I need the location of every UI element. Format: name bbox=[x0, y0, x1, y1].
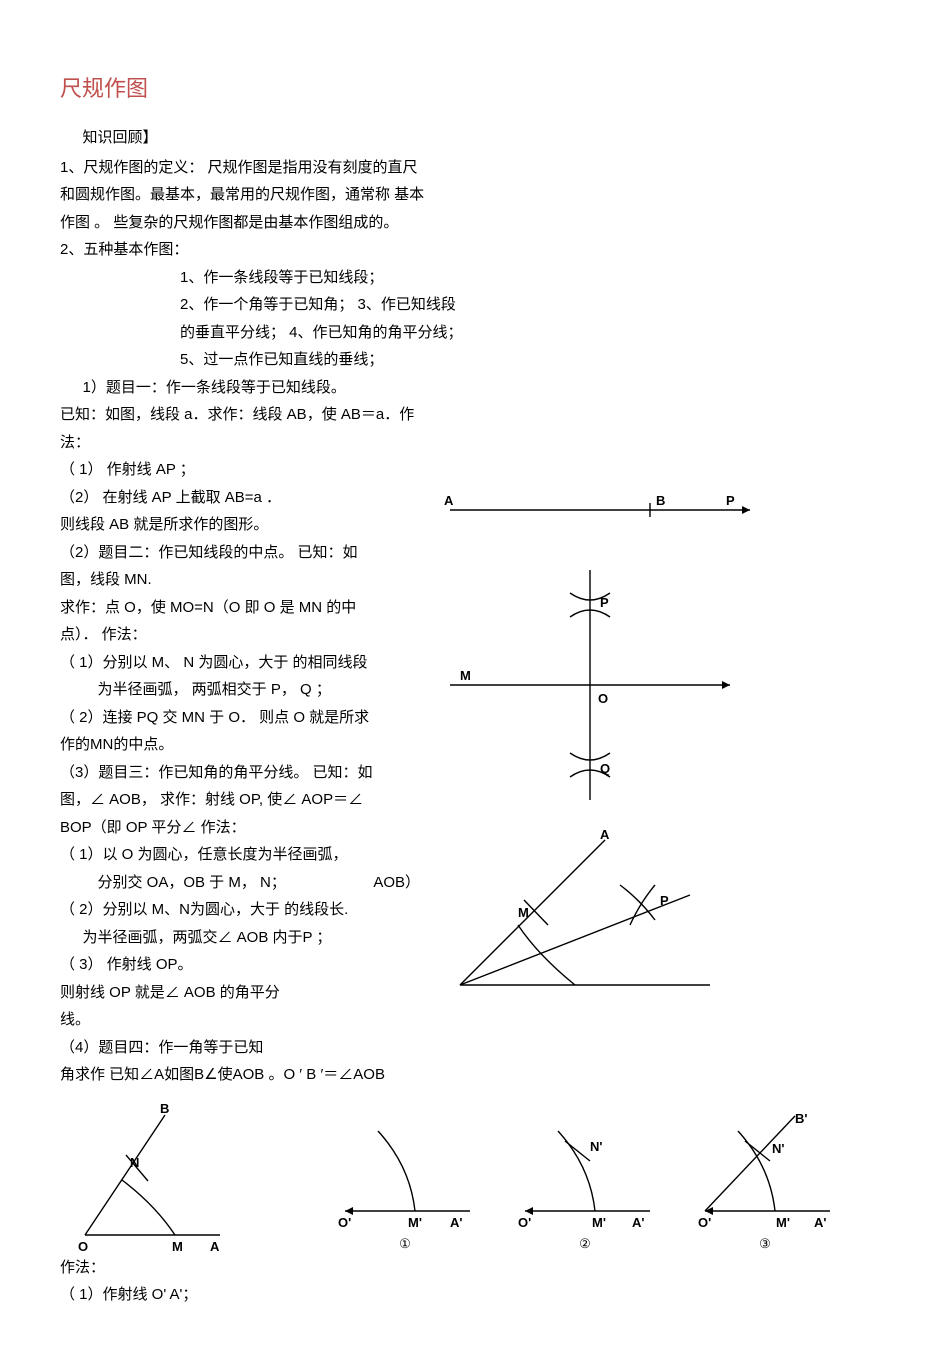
label-n4: N bbox=[130, 1155, 139, 1170]
label-p3: P bbox=[660, 893, 669, 908]
review-header: 知识回顾】 bbox=[60, 125, 885, 151]
label-mp3: M' bbox=[776, 1215, 790, 1230]
problem-2-head: （2）题目二：作已知线段的中点。 已知：如 bbox=[60, 540, 420, 566]
label-a: A bbox=[444, 493, 454, 508]
figure-angle-aob: B N O M A bbox=[60, 1095, 230, 1255]
label-np3: N' bbox=[772, 1141, 784, 1156]
problem-3-line: 分别交 OA，OB 于 M， N； bbox=[60, 870, 373, 896]
label-b4: B bbox=[160, 1101, 169, 1116]
five-basic-header: 2、五种基本作图： bbox=[60, 237, 885, 263]
label-q: Q bbox=[600, 761, 610, 776]
label-p: P bbox=[726, 493, 735, 508]
label-m: M bbox=[460, 668, 471, 683]
label-np2: N' bbox=[590, 1139, 602, 1154]
problem-2-line: 求作：点 O，使 MO=N（O 即 O 是 MN 的中 bbox=[60, 595, 420, 621]
problem-3-line: （ 2）分别以 M、N为圆心，大于 的线段长. bbox=[60, 897, 420, 923]
basic-item: 5、过一点作已知直线的垂线； bbox=[60, 347, 885, 373]
def-line: 和圆规作图。最基本，最常用的尺规作图，通常称 基本 bbox=[60, 182, 885, 208]
problem-2-line: （ 2）连接 PQ 交 MN 于 O． 则点 O 就是所求 bbox=[60, 705, 420, 731]
label-mp2: M' bbox=[592, 1215, 606, 1230]
label-a3: A bbox=[600, 827, 610, 842]
aob-fragment: AOB） bbox=[373, 870, 420, 898]
page-title: 尺规作图 bbox=[60, 70, 885, 107]
problem-3-line: 图，∠ AOB， 求作：射线 OP, 使∠ AOP＝∠ bbox=[60, 787, 420, 813]
basic-item: 的垂直平分线； 4、作已知角的角平分线； bbox=[60, 320, 885, 346]
def-line: 1、尺规作图的定义： 尺规作图是指用没有刻度的直尺 bbox=[60, 155, 885, 181]
problem-2-line: 为半径画弧， 两弧相交于 P， Q ； bbox=[60, 677, 420, 703]
problem-2-line: 图，线段 MN. bbox=[60, 567, 420, 593]
figure-segment-ab: A B P bbox=[430, 485, 770, 535]
basic-item: 2、作一个角等于已知角； 3、作已知线段 bbox=[60, 292, 885, 318]
problem-3-line: 为半径画弧，两弧交∠ AOB 内于P ； bbox=[60, 925, 420, 951]
problem-1-line: （2） 在射线 AP 上截取 AB=a ． bbox=[60, 485, 420, 511]
row-problem-1-fig: （2） 在射线 AP 上截取 AB=a ． 则线段 AB 就是所求作的图形。 （… bbox=[60, 485, 885, 1090]
problem-4-line: 作法： bbox=[60, 1255, 885, 1281]
problem-4-line: （ 1）作射线 O' A'； bbox=[60, 1282, 885, 1308]
label-ap3: A' bbox=[814, 1215, 826, 1230]
label-m4: M bbox=[172, 1239, 183, 1254]
def-line: 作图 。 些复杂的尺规作图都是由基本作图组成的。 bbox=[60, 210, 885, 236]
figure-step-1: O' M' A' ① bbox=[330, 1111, 480, 1255]
problem-1-line: （ 1） 作射线 AP ； bbox=[60, 457, 885, 483]
label-bp3: B' bbox=[795, 1111, 807, 1126]
label-m3: M bbox=[518, 905, 529, 920]
problem-2-line: 作的MN的中点。 bbox=[60, 732, 420, 758]
label-ap1: A' bbox=[450, 1215, 462, 1230]
label-o: O bbox=[598, 691, 608, 706]
basic-item: 1、作一条线段等于已知线段； bbox=[60, 265, 885, 291]
problem-3-line: （ 1）以 O 为圆心，任意长度为半径画弧， bbox=[60, 842, 420, 868]
figure-step-3: B' N' O' M' A' ③ bbox=[690, 1111, 840, 1255]
label-op2: O' bbox=[518, 1215, 531, 1230]
problem-1-line: 法： bbox=[60, 430, 885, 456]
caption-3: ③ bbox=[690, 1233, 840, 1255]
label-mp1: M' bbox=[408, 1215, 422, 1230]
problem-2-line: 点）． 作法： bbox=[60, 622, 420, 648]
label-p2: P bbox=[600, 595, 609, 610]
label-o4: O bbox=[78, 1239, 88, 1254]
caption-2: ② bbox=[510, 1233, 660, 1255]
figure-step-2: N' O' M' A' ② bbox=[510, 1111, 660, 1255]
label-op1: O' bbox=[338, 1215, 351, 1230]
problem-3-line: BOP（即 OP 平分∠ 作法： bbox=[60, 815, 420, 841]
problem-3-line: （ 3） 作射线 OP。 bbox=[60, 952, 420, 978]
problem-1-line: 已知：如图，线段 a．求作：线段 AB，使 AB＝a．作 bbox=[60, 402, 885, 428]
problem-3-head: （3）题目三：作已知角的角平分线。 已知：如 bbox=[60, 760, 420, 786]
label-ap2: A' bbox=[632, 1215, 644, 1230]
label-b: B bbox=[656, 493, 665, 508]
caption-1: ① bbox=[330, 1233, 480, 1255]
problem-4-head: （4）题目四：作一角等于已知 bbox=[60, 1035, 420, 1061]
figure-angle-bisector: A M P bbox=[430, 825, 730, 1005]
problem-1-line: 则线段 AB 就是所求作的图形。 bbox=[60, 512, 420, 538]
label-a4: A bbox=[210, 1239, 220, 1254]
label-op3: O' bbox=[698, 1215, 711, 1230]
problem-3-line: 则射线 OP 就是∠ AOB 的角平分 bbox=[60, 980, 420, 1006]
problem-2-line: （ 1）分别以 M、 N 为圆心，大于 的相同线段 bbox=[60, 650, 420, 676]
problem-1-head: 1）题目一：作一条线段等于已知线段。 bbox=[60, 375, 885, 401]
figure-perp-bisector: M O P Q bbox=[430, 555, 750, 815]
problem-4-line: 角求作 已知∠A如图B∠使AOB 。O ′ B ′＝∠AOB bbox=[60, 1062, 420, 1088]
problem-3-line: 线。 bbox=[60, 1007, 420, 1033]
